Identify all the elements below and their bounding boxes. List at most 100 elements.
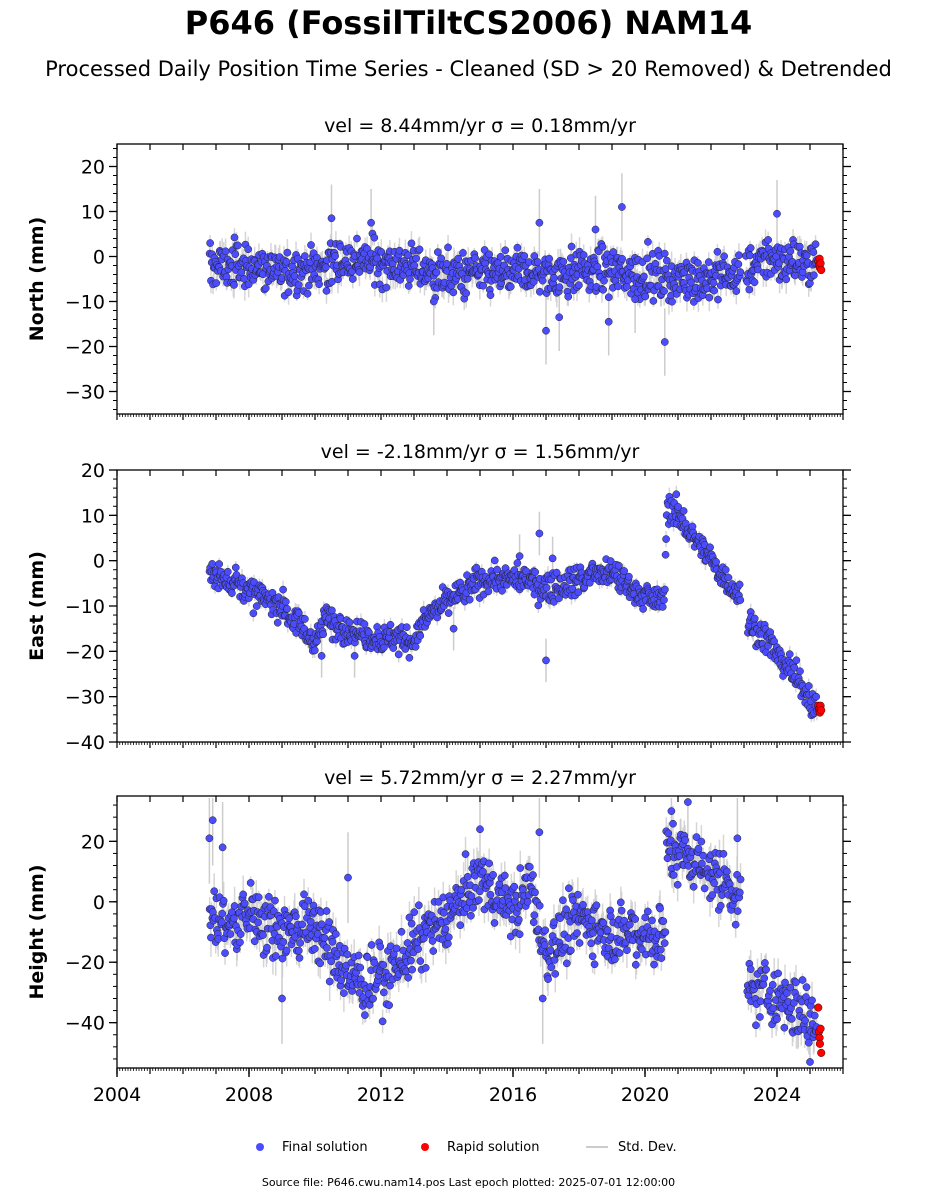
final-solution-point [271,952,280,960]
final-solution-point [310,944,319,953]
final-solution-point [625,572,633,581]
final-solution-point [404,973,412,982]
final-solution-point [377,248,386,256]
final-solution-point [231,250,240,259]
final-solution-point [514,915,523,924]
final-solution-point [525,862,534,871]
final-solution-point [486,890,495,899]
final-solution-point [465,595,474,604]
final-solution-point [363,953,372,961]
final-solution-point [294,946,303,955]
final-solution-point [643,254,651,263]
final-solution-point [579,251,588,259]
final-solution-point [515,552,524,560]
final-solution-point [520,252,529,260]
final-solution-point [259,931,267,939]
final-solution-point [313,930,322,938]
final-solution-point [545,254,553,263]
final-solution-point [389,644,398,652]
final-solution-point [416,631,425,640]
final-solution-point [720,252,728,261]
final-solution-point [484,587,493,596]
final-solution-point [254,893,263,902]
final-solution-point [618,254,626,263]
final-solution-point [599,285,608,294]
final-solution-point [531,568,540,576]
final-solution-point [554,594,563,603]
final-solution-point [564,292,573,301]
final-solution-point [230,233,239,242]
final-solution-point [660,287,668,295]
final-solution-point [407,919,416,928]
final-solution-point [802,251,811,260]
final-solution-point [463,872,472,881]
final-solution-point [620,567,628,575]
final-solution-point [307,241,315,249]
final-solution-point [449,624,458,633]
final-solution-point [542,656,550,665]
final-solution-point [444,243,452,252]
points-layer [205,203,826,1066]
final-solution-point [306,917,315,926]
final-solution-point [361,1011,369,1019]
final-solution-point [343,950,352,959]
final-solution-point [523,897,532,906]
final-solution-point [221,247,230,256]
final-solution-point [327,214,336,223]
rapid-solution-point [817,706,826,715]
final-solution-point [567,242,576,251]
final-solution-point [712,558,720,566]
final-solution-point [239,890,248,899]
final-solution-point [404,251,412,260]
final-solution-point [467,892,476,900]
final-solution-point [264,892,273,901]
final-solution-point [410,908,419,917]
final-solution-point [244,245,253,254]
final-solution-point [568,584,577,593]
final-solution-point [804,682,813,690]
final-solution-point [300,902,309,911]
final-solution-point [513,243,522,252]
final-solution-point [397,927,406,936]
final-solution-point [404,282,413,290]
final-solution-point [542,583,551,592]
final-solution-point [301,615,309,623]
final-solution-point [506,282,515,291]
final-solution-point [221,949,229,957]
final-solution-point [662,256,671,265]
final-solution-point [706,543,714,552]
final-solution-point [320,934,329,942]
final-solution-point [444,933,453,942]
final-solution-point [641,292,650,301]
final-solution-point [282,257,291,266]
final-solution-point [240,899,249,908]
final-solution-point [367,218,375,227]
final-solution-point [694,259,702,267]
final-solution-point [433,248,442,256]
final-solution-point [790,663,799,672]
final-solution-point [208,560,217,568]
final-solution-point [489,871,497,879]
final-solution-point [263,943,271,952]
final-solution-point [604,293,613,302]
final-solution-point [500,871,509,880]
final-solution-point [679,507,688,515]
final-solution-point [322,907,331,915]
final-solution-point [405,653,414,662]
final-solution-point [754,265,762,274]
final-solution-point [566,254,575,262]
final-solution-point [367,941,376,949]
final-solution-point [355,268,364,276]
final-solution-point [317,652,326,660]
final-solution-point [316,959,325,968]
final-solution-point [485,859,494,868]
final-solution-point [750,278,759,287]
final-solution-point [469,904,477,912]
final-solution-point [370,233,379,242]
final-solution-point [750,614,759,623]
final-solution-point [735,251,743,260]
final-solution-point [207,933,215,942]
final-solution-point [421,963,430,972]
final-solution-point [281,597,290,606]
